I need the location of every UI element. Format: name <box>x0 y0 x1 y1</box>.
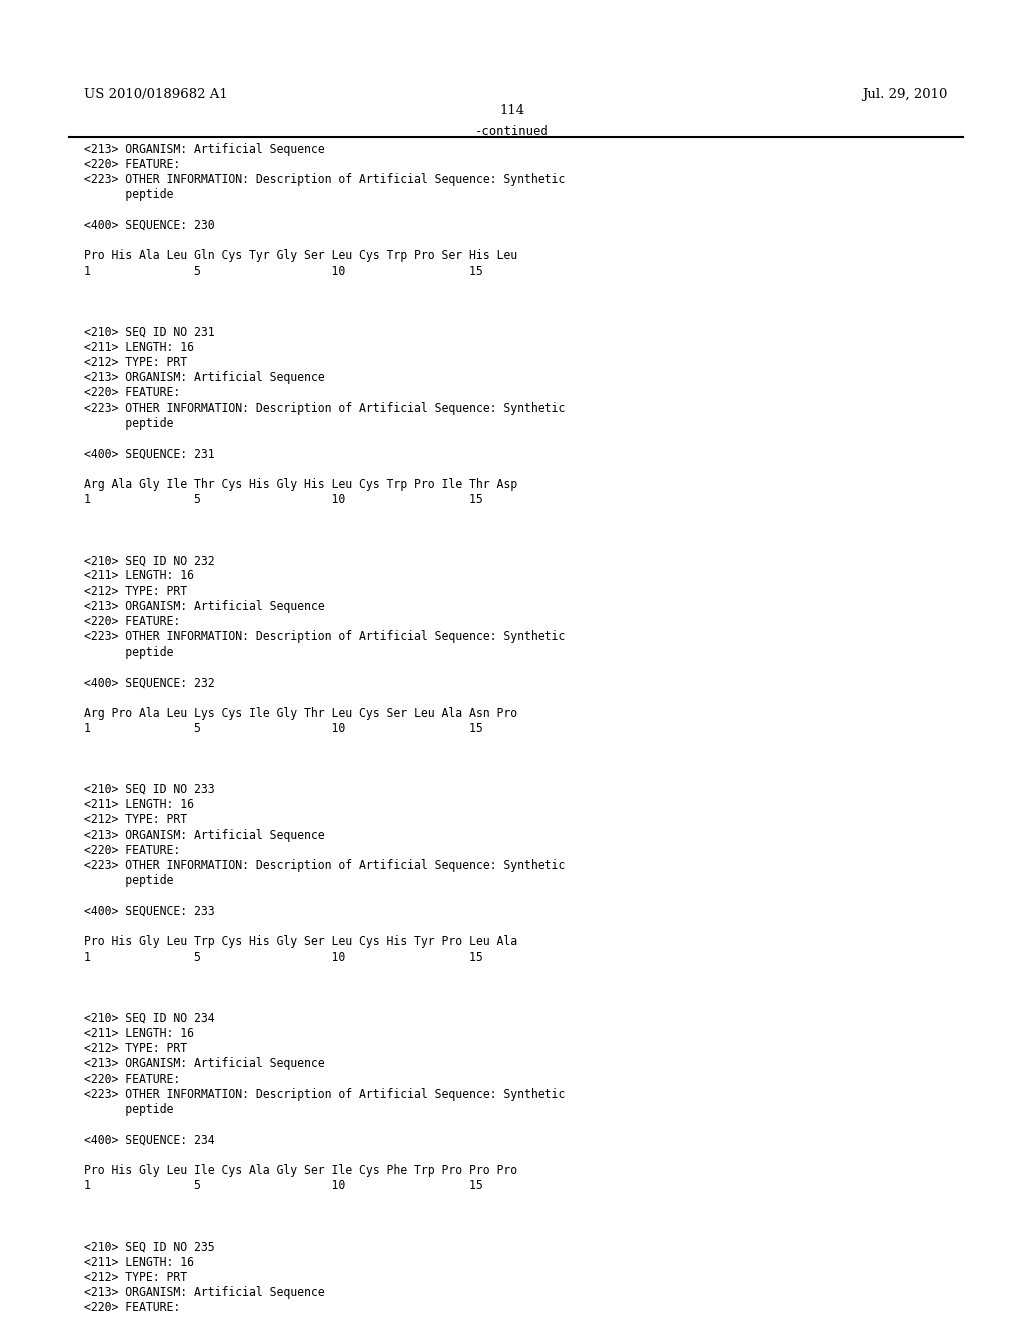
Text: US 2010/0189682 A1: US 2010/0189682 A1 <box>84 87 227 100</box>
Text: <220> FEATURE:: <220> FEATURE: <box>84 615 180 628</box>
Text: Pro His Gly Leu Ile Cys Ala Gly Ser Ile Cys Phe Trp Pro Pro Pro: Pro His Gly Leu Ile Cys Ala Gly Ser Ile … <box>84 1164 517 1177</box>
Text: peptide: peptide <box>84 189 173 201</box>
Text: <220> FEATURE:: <220> FEATURE: <box>84 1073 180 1085</box>
Text: <213> ORGANISM: Artificial Sequence: <213> ORGANISM: Artificial Sequence <box>84 143 325 156</box>
Text: 1               5                   10                  15: 1 5 10 15 <box>84 264 482 277</box>
Text: <400> SEQUENCE: 234: <400> SEQUENCE: 234 <box>84 1134 215 1147</box>
Text: <400> SEQUENCE: 232: <400> SEQUENCE: 232 <box>84 676 215 689</box>
Text: <400> SEQUENCE: 233: <400> SEQUENCE: 233 <box>84 906 215 917</box>
Text: <210> SEQ ID NO 234: <210> SEQ ID NO 234 <box>84 1011 215 1024</box>
Text: <210> SEQ ID NO 235: <210> SEQ ID NO 235 <box>84 1241 215 1253</box>
Text: peptide: peptide <box>84 874 173 887</box>
Text: <223> OTHER INFORMATION: Description of Artificial Sequence: Synthetic: <223> OTHER INFORMATION: Description of … <box>84 859 565 873</box>
Text: <213> ORGANISM: Artificial Sequence: <213> ORGANISM: Artificial Sequence <box>84 599 325 612</box>
Text: -continued: -continued <box>475 125 549 139</box>
Text: peptide: peptide <box>84 645 173 659</box>
Text: 1               5                   10                  15: 1 5 10 15 <box>84 722 482 735</box>
Text: <223> OTHER INFORMATION: Description of Artificial Sequence: Synthetic: <223> OTHER INFORMATION: Description of … <box>84 401 565 414</box>
Text: <223> OTHER INFORMATION: Description of Artificial Sequence: Synthetic: <223> OTHER INFORMATION: Description of … <box>84 173 565 186</box>
Text: peptide: peptide <box>84 1104 173 1115</box>
Text: Pro His Ala Leu Gln Cys Tyr Gly Ser Leu Cys Trp Pro Ser His Leu: Pro His Ala Leu Gln Cys Tyr Gly Ser Leu … <box>84 249 517 263</box>
Text: <213> ORGANISM: Artificial Sequence: <213> ORGANISM: Artificial Sequence <box>84 1057 325 1071</box>
Text: 1               5                   10                  15: 1 5 10 15 <box>84 1179 482 1192</box>
Text: <400> SEQUENCE: 231: <400> SEQUENCE: 231 <box>84 447 215 461</box>
Text: <400> SEQUENCE: 230: <400> SEQUENCE: 230 <box>84 219 215 232</box>
Text: <210> SEQ ID NO 232: <210> SEQ ID NO 232 <box>84 554 215 568</box>
Text: <212> TYPE: PRT: <212> TYPE: PRT <box>84 585 187 598</box>
Text: <220> FEATURE:: <220> FEATURE: <box>84 387 180 400</box>
Text: <210> SEQ ID NO 233: <210> SEQ ID NO 233 <box>84 783 215 796</box>
Text: <213> ORGANISM: Artificial Sequence: <213> ORGANISM: Artificial Sequence <box>84 371 325 384</box>
Text: <220> FEATURE:: <220> FEATURE: <box>84 158 180 170</box>
Text: <213> ORGANISM: Artificial Sequence: <213> ORGANISM: Artificial Sequence <box>84 1286 325 1299</box>
Text: <211> LENGTH: 16: <211> LENGTH: 16 <box>84 569 194 582</box>
Text: Arg Pro Ala Leu Lys Cys Ile Gly Thr Leu Cys Ser Leu Ala Asn Pro: Arg Pro Ala Leu Lys Cys Ile Gly Thr Leu … <box>84 706 517 719</box>
Text: <223> OTHER INFORMATION: Description of Artificial Sequence: Synthetic: <223> OTHER INFORMATION: Description of … <box>84 1088 565 1101</box>
Text: Jul. 29, 2010: Jul. 29, 2010 <box>862 87 947 100</box>
Text: <211> LENGTH: 16: <211> LENGTH: 16 <box>84 799 194 810</box>
Text: <223> OTHER INFORMATION: Description of Artificial Sequence: Synthetic: <223> OTHER INFORMATION: Description of … <box>84 631 565 643</box>
Text: 114: 114 <box>500 104 524 117</box>
Text: 1               5                   10                  15: 1 5 10 15 <box>84 950 482 964</box>
Text: 1               5                   10                  15: 1 5 10 15 <box>84 494 482 506</box>
Text: <212> TYPE: PRT: <212> TYPE: PRT <box>84 1271 187 1284</box>
Text: <212> TYPE: PRT: <212> TYPE: PRT <box>84 356 187 370</box>
Text: <211> LENGTH: 16: <211> LENGTH: 16 <box>84 1255 194 1269</box>
Text: <220> FEATURE:: <220> FEATURE: <box>84 843 180 857</box>
Text: <210> SEQ ID NO 231: <210> SEQ ID NO 231 <box>84 326 215 338</box>
Text: <212> TYPE: PRT: <212> TYPE: PRT <box>84 1041 187 1055</box>
Text: <220> FEATURE:: <220> FEATURE: <box>84 1302 180 1315</box>
Text: peptide: peptide <box>84 417 173 430</box>
Text: Pro His Gly Leu Trp Cys His Gly Ser Leu Cys His Tyr Pro Leu Ala: Pro His Gly Leu Trp Cys His Gly Ser Leu … <box>84 936 517 948</box>
Text: <211> LENGTH: 16: <211> LENGTH: 16 <box>84 341 194 354</box>
Text: <213> ORGANISM: Artificial Sequence: <213> ORGANISM: Artificial Sequence <box>84 829 325 842</box>
Text: <212> TYPE: PRT: <212> TYPE: PRT <box>84 813 187 826</box>
Text: <211> LENGTH: 16: <211> LENGTH: 16 <box>84 1027 194 1040</box>
Text: Arg Ala Gly Ile Thr Cys His Gly His Leu Cys Trp Pro Ile Thr Asp: Arg Ala Gly Ile Thr Cys His Gly His Leu … <box>84 478 517 491</box>
